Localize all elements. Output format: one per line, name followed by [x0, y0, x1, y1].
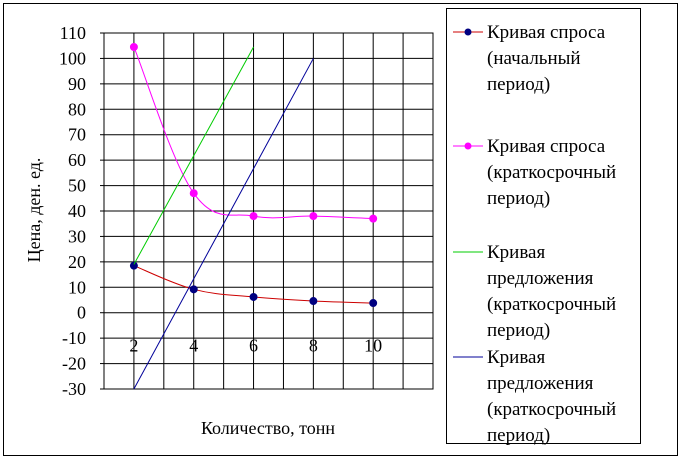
series-group: [129, 42, 378, 390]
y-tick-label: 0: [77, 303, 86, 323]
y-tick-label: 20: [68, 252, 86, 272]
legend-label-4: Кривая: [487, 347, 545, 368]
legend-label-3: период): [487, 320, 550, 341]
y-tick-label: 90: [68, 74, 86, 94]
series-1-point: [309, 297, 318, 306]
legend-label-1: Кривая спроса: [487, 22, 606, 43]
y-tick-label: 30: [68, 226, 86, 246]
legend-entries: Кривая спроса (начальный период) Кривая спр…: [453, 22, 616, 446]
series-2-point: [129, 42, 138, 51]
series-line-4: [133, 58, 314, 390]
x-axis-title: Количество, тонн: [201, 418, 335, 438]
legend-label-4: (краткосрочный: [487, 399, 616, 420]
x-tick-label: 4: [189, 336, 198, 356]
x-tick-label: 10: [364, 336, 382, 356]
legend-marker-1: [464, 28, 472, 36]
series-2-point: [369, 214, 378, 223]
y-tick-label: 100: [59, 48, 86, 68]
x-tick-label: 2: [129, 336, 138, 356]
legend-label-3: Кривая: [487, 242, 545, 263]
legend-label-4: период): [487, 425, 550, 445]
legend-label-2: период): [487, 188, 550, 209]
legend-label-1: период): [487, 74, 550, 95]
series-2-point: [309, 212, 318, 221]
y-tick-label: 110: [60, 23, 86, 43]
legend-label-3: предложения: [487, 268, 594, 289]
series-line-3: [133, 46, 254, 265]
y-tick-label: 50: [68, 176, 86, 196]
series-2-point: [249, 212, 258, 221]
tick-labels: -30 -20 -10 0 10 20 30 40 50 60 70 80 90 100 110 2 4 6 8 10: [59, 23, 382, 399]
y-axis-title: Цена, ден. ед.: [24, 158, 44, 263]
legend-label-4: предложения: [487, 373, 594, 394]
series-line-2: [133, 46, 374, 220]
series-1-point: [369, 299, 378, 308]
series-1-point: [129, 261, 138, 270]
legend-label-2: (краткосрочный: [487, 162, 616, 183]
x-tick-label: 8: [309, 336, 318, 356]
grid: [100, 32, 434, 390]
legend: Кривая спроса (начальный период) Кривая спр…: [446, 8, 641, 446]
series-2-point: [189, 189, 198, 198]
legend-label-2: Кривая спроса: [487, 136, 606, 157]
x-tick-label: 6: [249, 336, 258, 356]
legend-label-3: (краткосрочный: [487, 294, 616, 315]
y-tick-label: 80: [68, 99, 86, 119]
y-tick-label: -30: [62, 379, 86, 399]
y-tick-label: 40: [68, 201, 86, 221]
y-tick-label: -10: [62, 328, 86, 348]
y-tick-label: 70: [68, 125, 86, 145]
y-tick-label: -20: [62, 354, 86, 374]
y-tick-label: 10: [68, 277, 86, 297]
series-1-point: [189, 285, 198, 294]
legend-marker-2: [464, 142, 472, 150]
chart-frame: [3, 3, 678, 456]
series-1-point: [249, 292, 258, 301]
legend-label-1: (начальный: [487, 48, 581, 69]
y-tick-label: 60: [68, 150, 86, 170]
